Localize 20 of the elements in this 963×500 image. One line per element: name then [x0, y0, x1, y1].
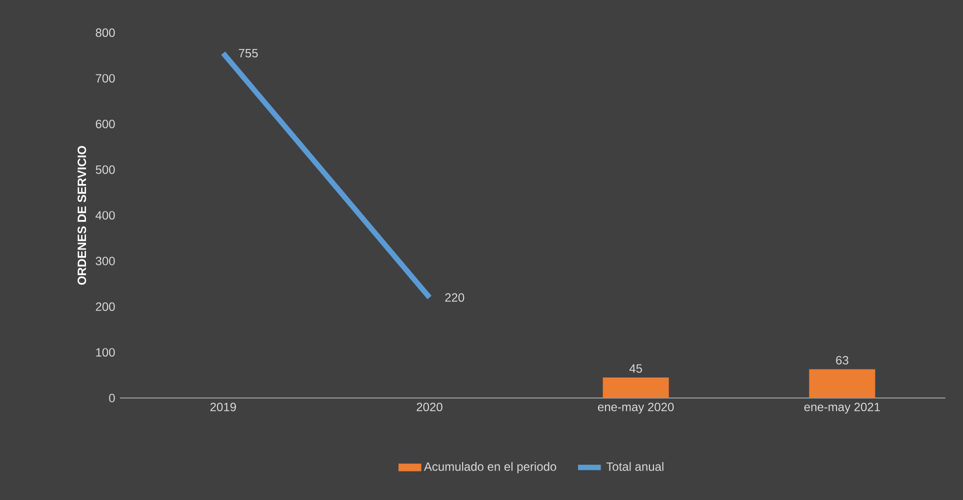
y-tick-label: 100 — [96, 348, 115, 357]
data-label: 63 — [836, 356, 848, 365]
data-label: 45 — [629, 364, 642, 373]
data-label: 220 — [445, 293, 464, 302]
x-tick-label: 2019 — [210, 402, 236, 412]
legend-label: Total anual — [606, 462, 664, 471]
y-tick-label: 300 — [96, 256, 115, 266]
x-tick-label: ene-may 2020 — [598, 402, 674, 414]
y-axis-title: ORDENES DE SERVICIO — [78, 146, 86, 285]
y-tick-label: 0 — [109, 394, 115, 402]
y-tick-label: 400 — [96, 211, 115, 220]
x-tick-label: 2020 — [416, 402, 442, 412]
y-tick-label: 200 — [96, 302, 115, 311]
y-tick-label: 700 — [96, 74, 115, 83]
data-label: 755 — [238, 49, 258, 58]
y-tick-label: 500 — [96, 165, 115, 174]
y-tick-label: 800 — [96, 28, 115, 37]
x-tick-label: ene-may 2021 — [804, 402, 880, 414]
legend-label: Acumulado en el periodo — [424, 462, 556, 474]
y-tick-label: 600 — [96, 120, 115, 128]
